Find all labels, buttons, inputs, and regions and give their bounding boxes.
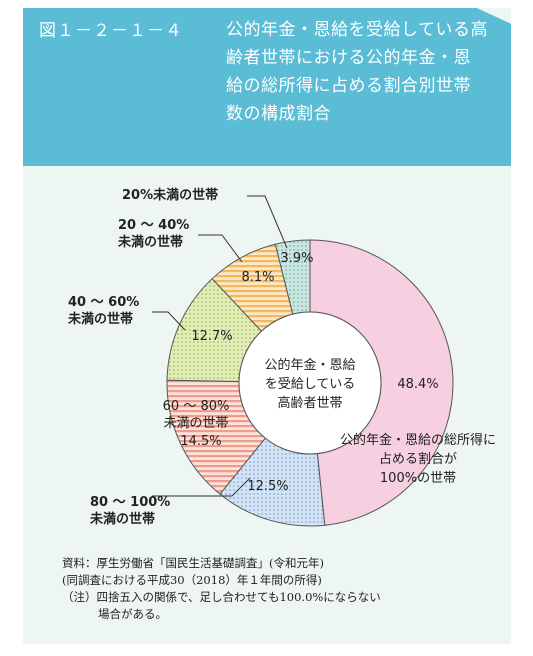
figure-title: 公的年金・恩給を受給している高齢者世帯における公的年金・恩給の総所得に占める割合…	[226, 20, 488, 124]
figure-header	[23, 8, 511, 166]
period-note: (同調査における平成30（2018）年１年間の所得)	[62, 573, 322, 587]
value-label-s60: 14.5%	[180, 434, 221, 449]
value-label-s40: 12.7%	[191, 329, 232, 344]
figure-number: 図１－２－１－４	[39, 21, 183, 41]
rounding-note: （注）四捨五入の関係で、足し合わせても100.0%にならない	[62, 590, 381, 604]
value-label-s20: 8.1%	[241, 270, 274, 285]
value-label-s100: 48.4%	[397, 377, 438, 392]
center-label-line: 公的年金・恩給	[264, 357, 355, 373]
leader-line-s40	[152, 311, 186, 331]
notes: 資料：厚生労働省「国民生活基礎調査」(令和元年) (同調査における平成30（20…	[62, 555, 502, 623]
category-label-sUnder20: 20%未満の世帯	[122, 187, 218, 203]
category-label-s80: 80 ～ 100%未満の世帯	[89, 495, 170, 527]
value-label-s80: 12.5%	[247, 479, 288, 494]
rounding-note-cont: 場合がある。	[98, 607, 167, 621]
center-label: 公的年金・恩給を受給している高齢者世帯	[264, 357, 355, 411]
leader-line-sUnder20	[247, 195, 288, 249]
leader-line-s80	[152, 477, 251, 497]
source-note: 資料：厚生労働省「国民生活基礎調査」(令和元年)	[62, 556, 324, 570]
category-label-s40: 40 ～ 60%未満の世帯	[67, 295, 139, 327]
leader-line-s20	[198, 234, 243, 263]
category-label-s20: 20 ～ 40%未満の世帯	[117, 218, 189, 250]
value-label-sUnder20: 3.9%	[280, 251, 313, 266]
value-labels: 48.4% 12.5% 14.5% 12.7% 8.1% 3.9%	[180, 251, 438, 494]
center-label-line: を受給している	[265, 377, 356, 392]
category-labels: 公的年金・恩給の総所得に占める割合が 100%の世帯 80 ～ 100%未満の世帯 6…	[67, 187, 496, 527]
category-label-s100: 公的年金・恩給の総所得に占める割合が 100%の世帯	[340, 432, 496, 486]
center-label-line: 高齢者世帯	[277, 395, 342, 411]
leader-lines	[152, 195, 288, 497]
donut-hole	[238, 311, 382, 455]
category-label-s60: 60 ～ 80%未満の世帯	[163, 399, 230, 431]
